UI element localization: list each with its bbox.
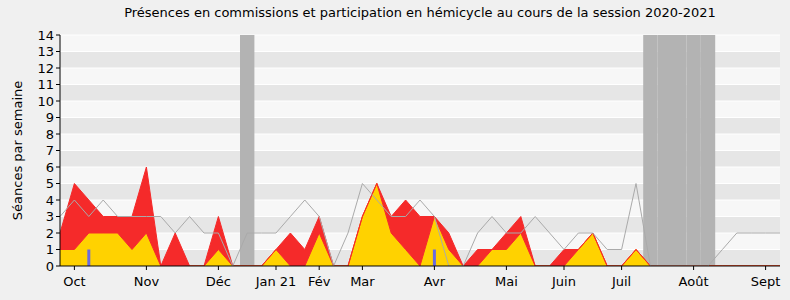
x-tick (506, 266, 507, 270)
chart: 01234567891011121314OctNovDécJan 21FévMa… (0, 0, 790, 300)
x-tick (218, 266, 219, 270)
y-tick-label: 11 (37, 77, 54, 92)
y-tick (56, 266, 60, 267)
x-tick (434, 266, 435, 270)
y-tick-label: 6 (46, 160, 54, 175)
x-tick (765, 266, 766, 270)
y-tick-label: 14 (37, 28, 54, 43)
recess-band (701, 35, 715, 266)
x-axis (60, 266, 780, 267)
y-tick (56, 35, 60, 36)
y-tick (56, 51, 60, 52)
x-tick-label: Déc (206, 274, 231, 289)
x-tick-label: Avr (424, 274, 446, 289)
x-tick-label: Nov (134, 274, 160, 289)
recess-band (658, 35, 672, 266)
y-tick-label: 2 (46, 226, 54, 241)
y-tick (56, 150, 60, 151)
y-tick-label: 9 (46, 110, 54, 125)
y-tick (56, 249, 60, 250)
x-tick (564, 266, 565, 270)
area (60, 167, 780, 266)
y-tick (56, 68, 60, 69)
x-tick-label: Juil (611, 274, 631, 289)
x-tick (621, 266, 622, 270)
grid-line (60, 266, 780, 267)
y-tick (56, 233, 60, 234)
recess-band (686, 35, 700, 266)
y-tick-label: 8 (46, 127, 54, 142)
x-tick-label: Mai (495, 274, 518, 289)
bar (87, 250, 90, 267)
recess-band (672, 35, 686, 266)
y-tick-label: 10 (37, 94, 54, 109)
y-tick (56, 167, 60, 168)
y-tick (56, 84, 60, 85)
title: Présences en commissions et participatio… (124, 5, 716, 20)
x-tick (693, 266, 694, 270)
y-tick-label: 4 (46, 193, 54, 208)
y-tick-label: 1 (46, 242, 54, 257)
bar (433, 250, 436, 267)
y-tick (56, 216, 60, 217)
x-tick (276, 266, 277, 270)
y-tick (56, 134, 60, 135)
y-tick-label: 0 (46, 259, 54, 274)
x-tick (146, 266, 147, 270)
x-tick-label: Fév (308, 274, 331, 289)
y-axis-label: Séances par semaine (10, 81, 25, 220)
recess-band (643, 35, 657, 266)
y-tick-label: 12 (37, 61, 54, 76)
y-tick-label: 5 (46, 176, 54, 191)
plot (60, 35, 780, 266)
y-tick (56, 101, 60, 102)
background (0, 0, 790, 300)
x-tick-label: Jan 21 (255, 274, 297, 289)
recess-band (240, 35, 254, 266)
y-tick-label: 3 (46, 209, 54, 224)
x-tick-label: Juin (551, 274, 576, 289)
x-tick-label: Mar (350, 274, 375, 289)
y-tick (56, 183, 60, 184)
x-tick-label: Août (679, 274, 709, 289)
x-tick (362, 266, 363, 270)
y-tick (56, 200, 60, 201)
x-tick-label: Oct (63, 274, 85, 289)
x-tick (74, 266, 75, 270)
x-tick (319, 266, 320, 270)
median-line (60, 184, 780, 267)
y-tick (56, 117, 60, 118)
x-tick-label: Sept (751, 274, 781, 289)
y-tick-label: 7 (46, 143, 54, 158)
y-tick-label: 13 (37, 44, 54, 59)
